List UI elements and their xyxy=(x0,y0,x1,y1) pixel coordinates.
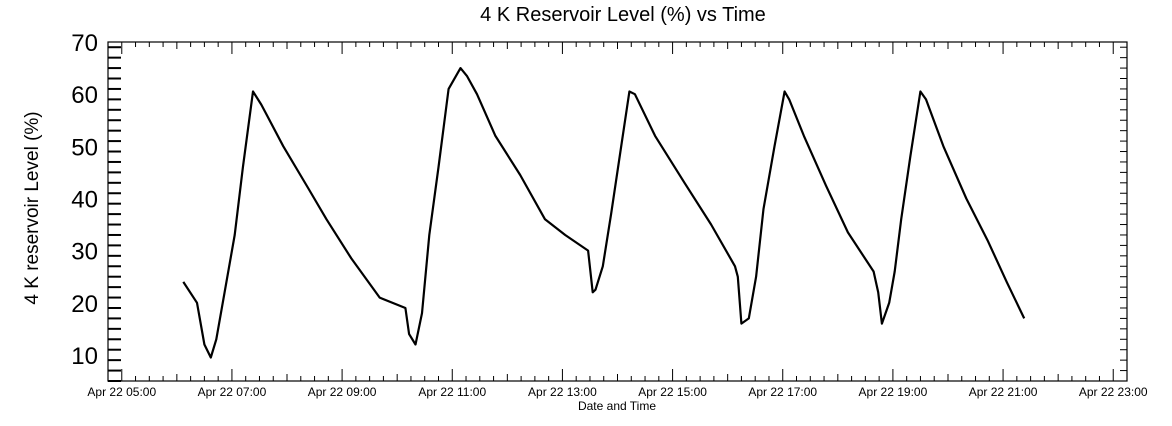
y-tick-label: 60 xyxy=(71,82,98,109)
x-tick-label: Apr 22 21:00 xyxy=(969,385,1038,399)
x-tick-label: Apr 22 17:00 xyxy=(748,385,817,399)
x-tick-label: Apr 22 05:00 xyxy=(87,385,156,399)
y-tick-label: 10 xyxy=(71,343,98,370)
axes: 10 20 30 40 50 60 70 Apr 22 05:00 Apr 22 07:00 Ap… xyxy=(71,30,1148,399)
y-axis-label: 4 K reservoir Level (%) xyxy=(22,111,43,304)
y-tick-label: 20 xyxy=(71,291,98,318)
x-tick-label: Apr 22 07:00 xyxy=(198,385,267,399)
x-tick-label: Apr 22 11:00 xyxy=(418,385,486,399)
y-tick-label: 30 xyxy=(71,239,98,266)
x-tick-label: Apr 22 23:00 xyxy=(1079,385,1148,399)
y-tick-label: 40 xyxy=(71,186,98,213)
series-layer xyxy=(182,66,1026,359)
reservoir-level-line xyxy=(182,66,1026,359)
x-tick-label: Apr 22 13:00 xyxy=(528,385,597,399)
x-tick-label: Apr 22 15:00 xyxy=(638,385,707,399)
y-tick-label: 70 xyxy=(71,30,98,57)
x-axis-label: Date and Time xyxy=(578,399,656,413)
chart-title: 4 K Reservoir Level (%) vs Time xyxy=(480,4,766,26)
y-tick-label: 50 xyxy=(71,134,98,161)
x-tick-label: Apr 22 09:00 xyxy=(308,385,377,399)
x-tick-label: Apr 22 19:00 xyxy=(859,385,928,399)
plot-frame xyxy=(107,41,1128,382)
